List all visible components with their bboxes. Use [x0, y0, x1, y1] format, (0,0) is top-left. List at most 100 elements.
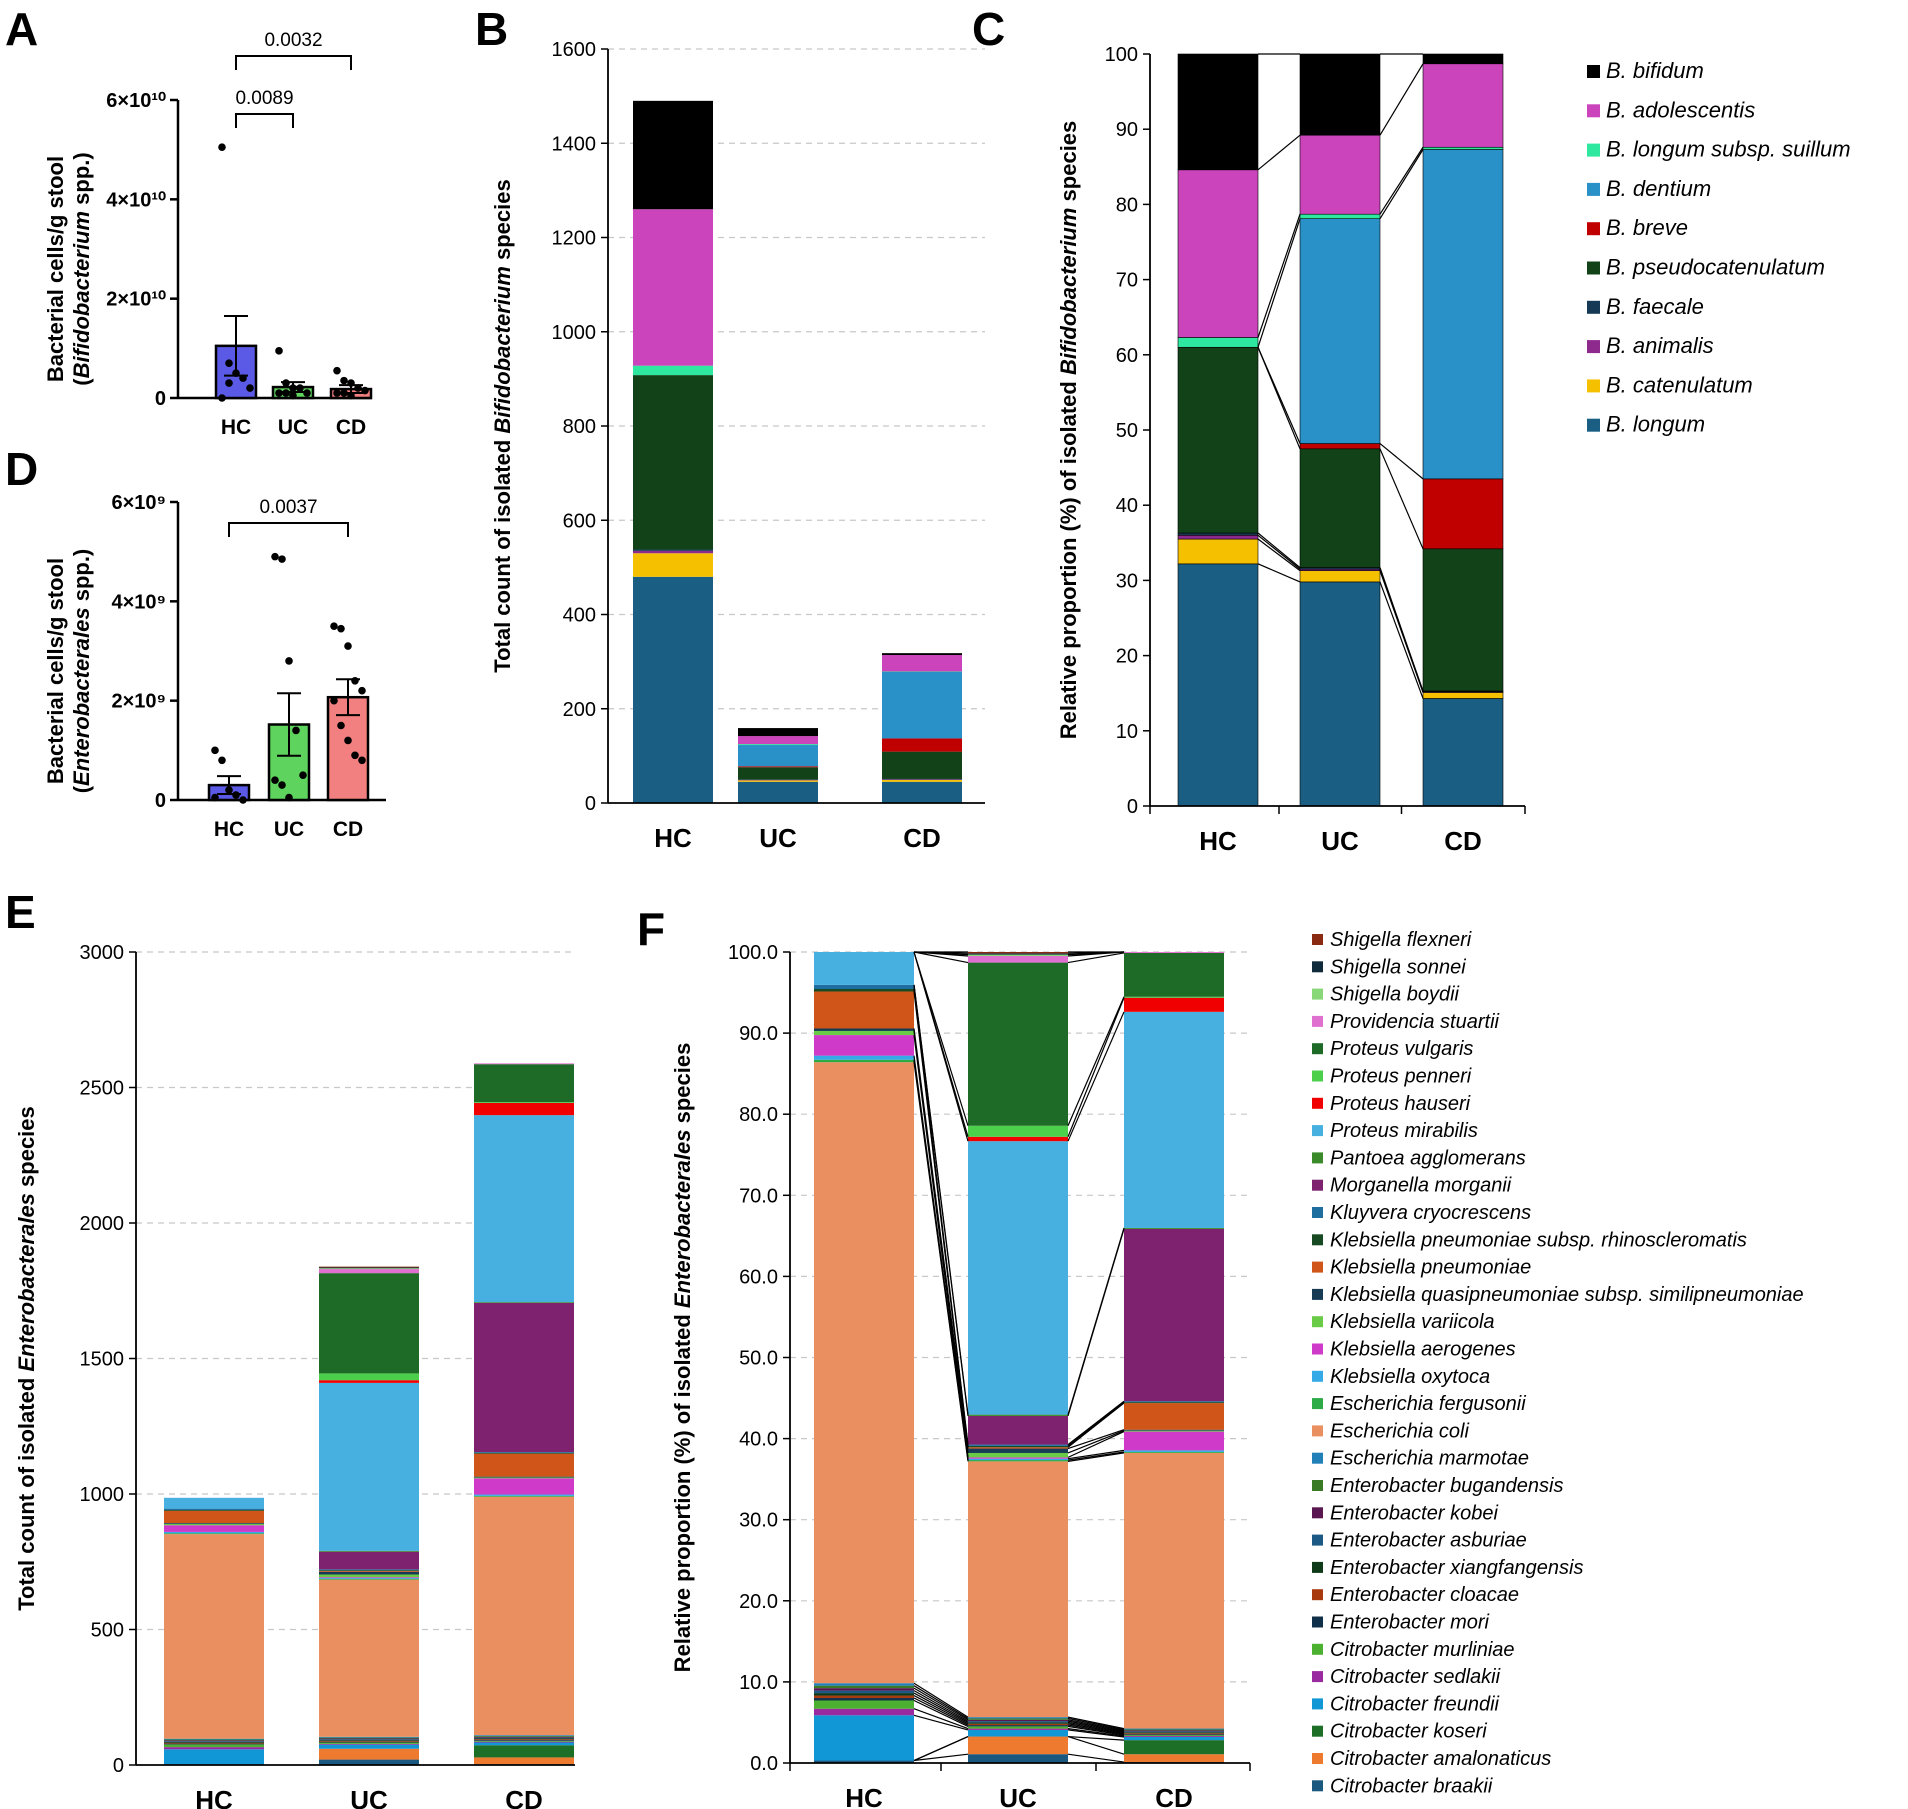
legend-label: B. animalis [1606, 333, 1714, 358]
connector-line [1067, 1723, 1125, 1734]
legend-swatch [1312, 1671, 1323, 1683]
bar-segment [164, 1744, 264, 1748]
legend-label: Shigella flexneri [1330, 929, 1472, 951]
bar-segment [882, 751, 962, 779]
legend-swatch [1312, 1152, 1323, 1164]
bar-segment [968, 962, 1068, 1126]
p-value-label: 0.0089 [235, 88, 293, 109]
bar-segment [1177, 534, 1259, 540]
bar-segment [474, 1063, 574, 1065]
legend-swatch [1312, 1643, 1323, 1655]
bar-segment [164, 1533, 264, 1535]
connector-line [1067, 1449, 1125, 1460]
bar-segment [164, 1741, 264, 1743]
x-tick-label: HC [845, 1783, 883, 1809]
y-tick-label: 60 [1116, 345, 1138, 367]
legend-swatch [1587, 143, 1600, 157]
data-point [347, 391, 355, 400]
bar-segment [814, 1059, 914, 1063]
bar-segment [968, 1447, 1068, 1449]
bar-segment [814, 1028, 914, 1031]
legend-swatch [1312, 1207, 1323, 1218]
connector-line [1067, 1735, 1125, 1755]
data-point [358, 756, 366, 765]
connector-line [1067, 952, 1125, 964]
legend-swatch [1312, 961, 1323, 973]
y-tick-label: 70 [1116, 270, 1138, 292]
bar-segment [1299, 213, 1381, 219]
bar-segment [319, 1267, 419, 1269]
bar-segment [1124, 1732, 1224, 1734]
bar-segment [319, 1743, 419, 1745]
bar-segment [474, 1736, 574, 1738]
bar-segment [319, 1550, 419, 1552]
bar-segment [164, 1749, 264, 1765]
bar-segment [633, 100, 713, 210]
y-tick-label: 500 [91, 1620, 124, 1642]
bar-segment [1177, 337, 1259, 348]
y-tick-label: 100.0 [728, 942, 778, 964]
data-point [296, 384, 304, 392]
bar-segment [1177, 346, 1259, 534]
y-axis-label: Total count of isolated Bifidobacterium … [490, 179, 515, 672]
data-point [278, 555, 286, 563]
y-tick-label: 4×10⁹ [111, 591, 166, 613]
bar-segment [633, 365, 713, 376]
y-tick-label: 50 [1116, 420, 1138, 442]
bar-segment [474, 1742, 574, 1746]
legend-label: Providencia stuartii [1330, 1011, 1500, 1033]
legend-swatch [1312, 1507, 1323, 1519]
y-tick-label: 0 [155, 790, 166, 812]
connector-line [913, 984, 969, 1415]
bar-segment [968, 1718, 1068, 1720]
bar-segment [474, 1451, 574, 1453]
connector-line [913, 951, 969, 1126]
bar-segment [1177, 53, 1259, 171]
bar-segment [1124, 1011, 1224, 1228]
p-value-label: 0.0037 [259, 497, 317, 518]
legend-swatch [1312, 1589, 1323, 1601]
bar-segment [319, 1373, 419, 1381]
data-point [337, 624, 345, 633]
bar-segment [164, 1531, 264, 1534]
connector-line [1257, 538, 1301, 572]
legend-swatch [1312, 1480, 1323, 1491]
bar-segment [1177, 563, 1259, 807]
x-tick-label: CD [505, 1785, 543, 1809]
bar-segment [1124, 1431, 1224, 1451]
bar-segment [1124, 1450, 1224, 1452]
bar-segment [738, 766, 818, 768]
legend-swatch [1312, 1725, 1323, 1737]
legend-label: B. faecale [1606, 294, 1704, 319]
bar-segment [1124, 1402, 1224, 1404]
connector-line [913, 1697, 969, 1726]
legend-label: Proteus mirabilis [1330, 1120, 1478, 1142]
bar-segment [738, 744, 818, 746]
bar-segment [164, 1497, 264, 1509]
bar-segment [474, 1102, 574, 1103]
connector-line [1067, 996, 1125, 1126]
legend-swatch [1312, 1097, 1323, 1109]
x-tick-label: UC [278, 416, 308, 439]
bar-segment [1299, 448, 1381, 568]
bar-segment [319, 1273, 419, 1374]
y-tick-label: 40.0 [739, 1429, 778, 1451]
legend-label: Kluyvera cryocrescens [1330, 1202, 1531, 1224]
bar-segment [474, 1477, 574, 1479]
y-tick-label: 20.0 [739, 1591, 778, 1613]
bar-segment [1124, 997, 1224, 1012]
legend-swatch [1312, 1753, 1323, 1764]
legend-label: Enterobacter cloacae [1330, 1584, 1519, 1606]
x-tick-label: HC [1199, 826, 1237, 856]
bar-segment [1422, 478, 1504, 550]
bar-segment [319, 1574, 419, 1578]
connector-line [913, 1714, 969, 1731]
connector-line [1379, 149, 1424, 220]
connector-line [1379, 443, 1424, 480]
data-point [282, 379, 290, 387]
bar-segment [319, 1266, 419, 1268]
x-tick-label: CD [1155, 1783, 1193, 1809]
legend-label: B. longum subsp. suillum [1606, 137, 1851, 162]
bar-segment [1124, 1728, 1224, 1730]
legend-label: Proteus penneri [1330, 1066, 1472, 1088]
